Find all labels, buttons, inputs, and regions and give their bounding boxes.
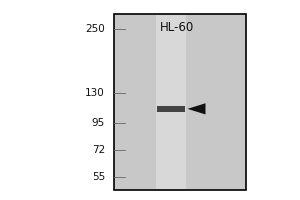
Text: 130: 130	[85, 88, 105, 98]
Polygon shape	[188, 103, 206, 114]
Text: 72: 72	[92, 145, 105, 155]
Text: HL-60: HL-60	[160, 21, 194, 34]
Bar	[157, 106, 185, 112]
Text: 95: 95	[92, 118, 105, 128]
Bar	[114, 14, 246, 190]
Text: 55: 55	[92, 172, 105, 182]
Text: 250: 250	[85, 24, 105, 34]
Bar	[156, 15, 186, 189]
